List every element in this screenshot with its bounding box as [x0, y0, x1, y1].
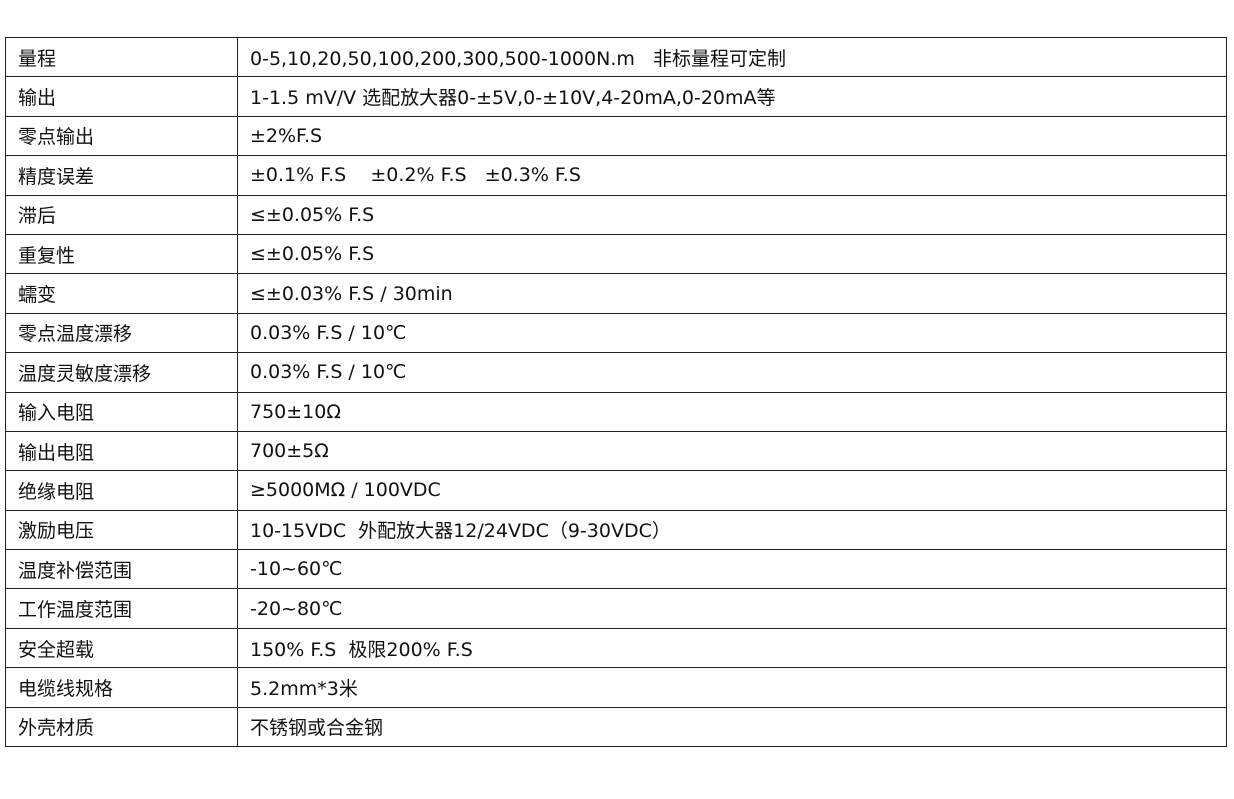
spec-label: 量程 [5, 36, 238, 78]
table-row: 输出电阻 700±5Ω [5, 430, 1227, 472]
spec-value: -10~60℃ [237, 549, 1227, 590]
spec-value: 不锈钢或合金钢 [237, 706, 1227, 748]
spec-label: 滞后 [5, 194, 238, 235]
table-row: 蠕变 ≤±0.03% F.S / 30min [5, 273, 1227, 314]
spec-label: 输入电阻 [5, 391, 238, 432]
table-row: 零点输出 ±2%F.S [5, 115, 1227, 157]
spec-value: ±0.1% F.S ±0.2% F.S ±0.3% F.S [237, 155, 1227, 196]
spec-label: 外壳材质 [5, 706, 238, 748]
spec-value: ≤±0.05% F.S [237, 233, 1227, 275]
table-row: 温度补偿范围 -10~60℃ [5, 549, 1227, 590]
table-row: 精度误差 ±0.1% F.S ±0.2% F.S ±0.3% F.S [5, 155, 1227, 196]
table-row: 输出 1-1.5 mV/V 选配放大器0-±5V,0-±10V,4-20mA,0-… [5, 76, 1227, 117]
spec-value: ≥5000MΩ / 100VDC [237, 470, 1227, 511]
table-row: 零点温度漂移 0.03% F.S / 10℃ [5, 312, 1227, 354]
spec-value: 750±10Ω [237, 391, 1227, 432]
spec-label: 输出 [5, 76, 238, 117]
spec-label: 重复性 [5, 233, 238, 275]
table-row: 外壳材质 不锈钢或合金钢 [5, 706, 1227, 748]
table-row: 激励电压 10-15VDC 外配放大器12/24VDC（9-30VDC） [5, 509, 1227, 551]
spec-label: 蠕变 [5, 273, 238, 314]
table-row: 安全超载 150% F.S 极限200% F.S [5, 627, 1227, 669]
spec-value: ±2%F.S [237, 115, 1227, 157]
spec-value: 700±5Ω [237, 430, 1227, 472]
table-row: 工作温度范围 -20~80℃ [5, 588, 1227, 629]
table-row: 重复性 ≤±0.05% F.S [5, 233, 1227, 275]
spec-value: -20~80℃ [237, 588, 1227, 629]
spec-value: 0-5,10,20,50,100,200,300,500-1000N.m 非标量… [237, 36, 1227, 78]
table-row: 滞后 ≤±0.05% F.S [5, 194, 1227, 235]
table-row: 电缆线规格 5.2mm*3米 [5, 667, 1227, 708]
spec-label: 精度误差 [5, 155, 238, 196]
spec-label: 输出电阻 [5, 430, 238, 472]
spec-table-body: 量程 0-5,10,20,50,100,200,300,500-1000N.m 非… [5, 36, 1227, 748]
table-row: 量程 0-5,10,20,50,100,200,300,500-1000N.m 非… [5, 36, 1227, 78]
spec-value: 150% F.S 极限200% F.S [237, 627, 1227, 669]
spec-label: 温度补偿范围 [5, 549, 238, 590]
spec-value: 5.2mm*3米 [237, 667, 1227, 708]
spec-label: 温度灵敏度漂移 [5, 352, 238, 393]
spec-label: 电缆线规格 [5, 667, 238, 708]
spec-value: 10-15VDC 外配放大器12/24VDC（9-30VDC） [237, 509, 1227, 551]
spec-label: 零点温度漂移 [5, 312, 238, 354]
table-row: 温度灵敏度漂移 0.03% F.S / 10℃ [5, 352, 1227, 393]
spec-label: 零点输出 [5, 115, 238, 157]
spec-value: 0.03% F.S / 10℃ [237, 312, 1227, 354]
table-row: 输入电阻 750±10Ω [5, 391, 1227, 432]
spec-label: 安全超载 [5, 627, 238, 669]
table-row: 绝缘电阻 ≥5000MΩ / 100VDC [5, 470, 1227, 511]
spec-label: 绝缘电阻 [5, 470, 238, 511]
spec-label: 工作温度范围 [5, 588, 238, 629]
spec-value: 0.03% F.S / 10℃ [237, 352, 1227, 393]
spec-value: ≤±0.05% F.S [237, 194, 1227, 235]
spec-value: 1-1.5 mV/V 选配放大器0-±5V,0-±10V,4-20mA,0-20… [237, 76, 1227, 117]
spec-label: 激励电压 [5, 509, 238, 551]
spec-value: ≤±0.03% F.S / 30min [237, 273, 1227, 314]
spec-table: 量程 0-5,10,20,50,100,200,300,500-1000N.m 非… [5, 36, 1227, 748]
